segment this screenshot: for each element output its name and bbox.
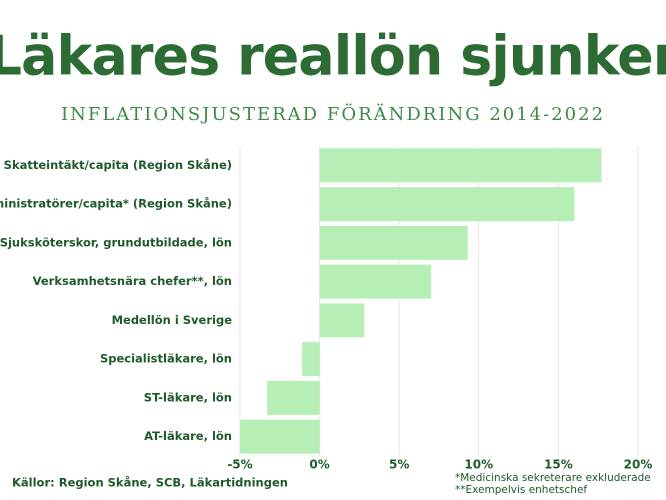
footnote: **Exempelvis enhetschef [455,484,587,496]
bar [319,303,365,338]
bar [319,225,468,260]
y-tick-label: ST-läkare, lön [144,390,232,404]
x-tick-label: 0% [309,458,329,472]
bar [319,148,602,183]
footnote: *Medicinska sekreterare exkluderade [455,472,651,484]
x-tick-label: -5% [227,458,252,472]
chart-subtitle: INFLATIONSJUSTERAD FÖRÄNDRING 2014-2022 [61,102,605,125]
y-tick-label: Sjuksköterskor, grundutbildade, lön [0,235,232,249]
y-tick-label: Skatteintäkt/capita (Region Skåne) [4,158,232,172]
y-tick-label: Administratörer/capita* (Region Skåne) [0,197,232,211]
bar [319,187,575,222]
y-tick-label: Medellön i Sverige [112,313,233,327]
y-tick-label: Verksamhetsnära chefer**, lön [33,274,232,288]
x-tick-label: 5% [389,458,409,472]
x-tick-label: 10% [464,458,493,472]
y-tick-label: Specialistläkare, lön [100,352,232,366]
source: Källor: Region Skåne, SCB, Läkartidninge… [12,476,288,490]
x-tick-label: 15% [544,458,573,472]
bar [302,342,320,377]
bar [319,264,432,299]
chart-title: Läkares reallön sjunker [0,25,666,88]
bar [240,419,320,454]
y-tick-label: AT-läkare, lön [144,429,232,443]
x-tick-label: 20% [624,458,653,472]
bar [267,380,320,415]
